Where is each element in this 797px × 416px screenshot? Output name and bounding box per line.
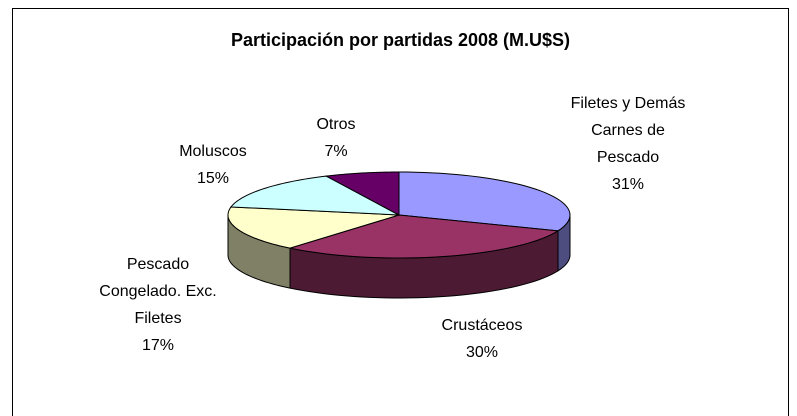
slice-label: Otros bbox=[316, 116, 356, 133]
slice-label: Pescado Congelado. Exc. Filetes bbox=[99, 256, 217, 327]
slice-label: Filetes y Demás Carnes de Pescado bbox=[570, 95, 686, 166]
chart-title: Participación por partidas 2008 (M.U$S) bbox=[230, 30, 571, 50]
slice-value-label: 15% bbox=[196, 170, 230, 187]
slice-value-label: 17% bbox=[141, 337, 175, 354]
slice-value-label: 30% bbox=[465, 344, 499, 361]
slice bbox=[289, 214, 560, 259]
slice-label: Moluscos bbox=[179, 143, 247, 160]
slice bbox=[227, 206, 400, 249]
slice bbox=[324, 171, 400, 216]
slice-label: Crustáceos bbox=[441, 317, 523, 334]
slice-value-label: 7% bbox=[324, 143, 348, 160]
slice bbox=[398, 171, 571, 232]
slice bbox=[230, 175, 400, 216]
slice-value-label: 31% bbox=[611, 176, 645, 193]
